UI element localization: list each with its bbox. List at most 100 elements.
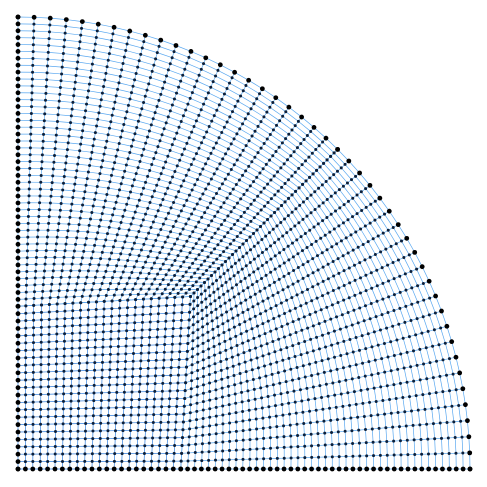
mesh-node xyxy=(388,398,392,401)
mesh-node xyxy=(289,434,293,438)
mesh-node xyxy=(85,368,89,372)
mesh-node xyxy=(94,330,98,334)
mesh-node xyxy=(130,390,134,394)
mesh-node xyxy=(342,269,346,273)
mesh-node xyxy=(303,456,307,460)
mesh-node xyxy=(141,313,145,317)
mesh-node xyxy=(392,453,396,457)
mesh-node xyxy=(251,378,255,382)
mesh-node xyxy=(320,395,324,399)
mesh-node xyxy=(137,413,141,417)
mesh-node xyxy=(297,186,301,190)
mesh-node xyxy=(114,154,118,158)
boundary-node xyxy=(377,195,383,201)
mesh-node xyxy=(234,401,238,405)
mesh-node xyxy=(360,208,364,212)
mesh-node xyxy=(405,350,409,354)
mesh-node xyxy=(255,447,259,451)
mesh-node xyxy=(197,220,201,224)
mesh-node xyxy=(248,295,252,299)
mesh-node xyxy=(296,456,300,460)
mesh-node xyxy=(387,295,391,299)
mesh-node xyxy=(244,298,248,302)
boundary-node xyxy=(15,221,21,227)
mesh-node xyxy=(104,238,108,242)
mesh-node xyxy=(78,339,82,343)
mesh-node xyxy=(385,326,389,330)
mesh-node xyxy=(85,275,89,279)
mesh-node xyxy=(84,399,88,403)
mesh-node xyxy=(242,210,246,214)
mesh-node xyxy=(213,214,217,218)
mesh-node xyxy=(128,452,132,456)
mesh-node xyxy=(212,114,216,118)
mesh-node xyxy=(220,182,224,186)
mesh-node xyxy=(370,345,374,349)
mesh-node xyxy=(268,415,272,419)
mesh-node xyxy=(182,204,186,208)
mesh-node xyxy=(125,306,129,310)
mesh-node xyxy=(235,283,238,287)
mesh-node xyxy=(223,177,227,181)
mesh-node xyxy=(172,50,176,54)
mesh-node xyxy=(168,397,172,401)
mesh-node xyxy=(182,179,186,183)
mesh-node xyxy=(303,339,307,343)
mesh-node xyxy=(154,238,158,242)
mesh-node xyxy=(39,363,43,367)
mesh-node xyxy=(98,437,102,441)
mesh-node xyxy=(115,264,119,268)
mesh-node xyxy=(255,437,259,441)
mesh-node xyxy=(279,348,283,352)
mesh-node xyxy=(77,223,81,227)
mesh-node xyxy=(109,219,113,223)
mesh-node xyxy=(324,345,328,349)
mesh-node xyxy=(295,366,299,369)
mesh-node xyxy=(190,212,194,216)
mesh-node xyxy=(150,69,154,73)
mesh-node xyxy=(368,255,372,259)
mesh-node xyxy=(201,325,205,329)
mesh-node xyxy=(55,235,59,239)
mesh-node xyxy=(231,252,235,256)
mesh-node xyxy=(396,367,400,371)
mesh-node xyxy=(173,436,177,440)
mesh-node xyxy=(99,398,103,402)
mesh-node xyxy=(177,365,181,369)
mesh-node xyxy=(256,124,260,128)
mesh-node xyxy=(214,458,218,462)
mesh-node xyxy=(206,339,210,343)
mesh-node xyxy=(310,444,314,448)
mesh-node xyxy=(142,147,146,151)
boundary-node xyxy=(52,466,58,472)
mesh-node xyxy=(146,206,150,210)
boundary-node xyxy=(15,370,21,376)
mesh-node xyxy=(41,289,45,293)
mesh-node xyxy=(70,107,74,111)
mesh-node xyxy=(60,65,64,69)
mesh-node xyxy=(69,407,73,411)
mesh-node xyxy=(81,129,85,133)
mesh-node xyxy=(152,292,156,296)
mesh-node xyxy=(438,374,442,378)
mesh-node xyxy=(91,56,95,59)
mesh-node xyxy=(272,280,276,284)
mesh-node xyxy=(212,172,216,176)
boundary-node xyxy=(232,69,238,75)
mesh-node xyxy=(268,436,272,440)
mesh-node xyxy=(215,278,218,282)
mesh-node xyxy=(214,449,218,453)
mesh-node xyxy=(200,442,204,446)
mesh-node xyxy=(309,337,313,341)
mesh-node xyxy=(150,163,154,166)
mesh-node xyxy=(335,169,339,173)
mesh-node xyxy=(136,166,140,170)
mesh-node xyxy=(70,331,74,335)
mesh-node xyxy=(345,181,349,185)
mesh-node xyxy=(176,291,180,295)
mesh-node xyxy=(125,313,129,317)
mesh-node xyxy=(125,110,129,114)
mesh-node xyxy=(400,239,403,243)
mesh-node xyxy=(54,355,58,359)
mesh-node xyxy=(24,348,28,352)
